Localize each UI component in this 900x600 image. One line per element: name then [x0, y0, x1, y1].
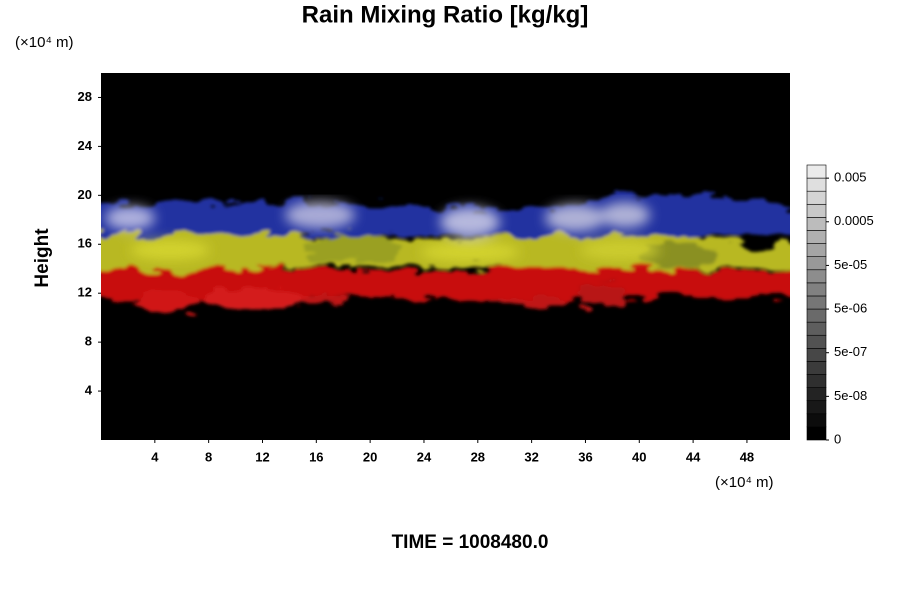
colorbar-label: 5e-07 [834, 344, 867, 359]
time-label: TIME = 1008480.0 [392, 532, 549, 553]
x-tick-label: 36 [578, 449, 592, 464]
colorbar-label: 0.0005 [834, 213, 874, 228]
x-tick-label: 16 [309, 449, 323, 464]
x-tick-label: 28 [471, 449, 485, 464]
colorbar-step [806, 387, 827, 402]
colorbar-step [806, 295, 827, 310]
colorbar-label: 5e-06 [834, 301, 867, 316]
colorbar-step [806, 348, 827, 362]
y-tick-label: 24 [78, 138, 93, 153]
colorbar-step [806, 282, 827, 297]
colorbar-step [806, 400, 827, 415]
x-tick-label: 4 [151, 449, 159, 464]
colorbar-step [806, 203, 827, 218]
y-tick-label: 28 [78, 89, 92, 104]
colorbar-step [806, 230, 827, 244]
red-blob [490, 297, 570, 307]
red-blob [205, 288, 315, 308]
green-streak [300, 234, 400, 262]
red-blob [300, 295, 350, 305]
colorbar-step [806, 177, 827, 192]
colorbar-label: 5e-05 [834, 257, 867, 272]
x-tick-label: 24 [417, 449, 432, 464]
colorbar-step [806, 413, 827, 428]
colorbar: 0 5e-08 5e-07 5e-06 5e-05 0.0005 0.005 [806, 164, 874, 446]
colorbar-step [806, 308, 827, 323]
colorbar-step [806, 334, 827, 349]
y-tick-label: 16 [78, 236, 92, 251]
y-tick-label: 12 [78, 285, 92, 300]
colorbar-step [806, 426, 827, 441]
y-axis-label: Height [32, 228, 53, 288]
x-tick-label: 48 [740, 449, 754, 464]
y-tick-label: 8 [85, 334, 92, 349]
y-unit: (×10⁴ m) [15, 34, 74, 51]
x-tick-label: 40 [632, 449, 646, 464]
x-tick-label: 20 [363, 449, 377, 464]
colorbar-step [806, 243, 827, 257]
colorbar-step [806, 217, 827, 231]
x-tick-label: 44 [686, 449, 701, 464]
red-band [101, 265, 790, 303]
y-tick-label: 20 [78, 187, 92, 202]
highlights [105, 201, 660, 262]
volume-render [101, 73, 790, 440]
colorbar-step [806, 321, 827, 336]
green-streak [640, 243, 720, 267]
colorbar-step [806, 164, 827, 179]
colorbar-step [806, 269, 827, 284]
x-tick-label: 12 [255, 449, 269, 464]
chart-title: Rain Mixing Ratio [kg/kg] [302, 1, 589, 28]
x-tick-label: 32 [524, 449, 538, 464]
colorbar-step [806, 190, 827, 205]
colorbar-step [806, 361, 827, 375]
y-tick-label: 4 [85, 383, 93, 398]
x-unit: (×10⁴ m) [715, 474, 774, 491]
x-tick-label: 8 [205, 449, 212, 464]
red-blob [575, 284, 625, 308]
colorbar-label: 0.005 [834, 170, 867, 185]
colorbar-step [806, 256, 827, 271]
colorbar-step [806, 374, 827, 388]
colorbar-label: 0 [834, 431, 841, 446]
red-blob [140, 292, 200, 312]
colorbar-label: 5e-08 [834, 388, 867, 403]
